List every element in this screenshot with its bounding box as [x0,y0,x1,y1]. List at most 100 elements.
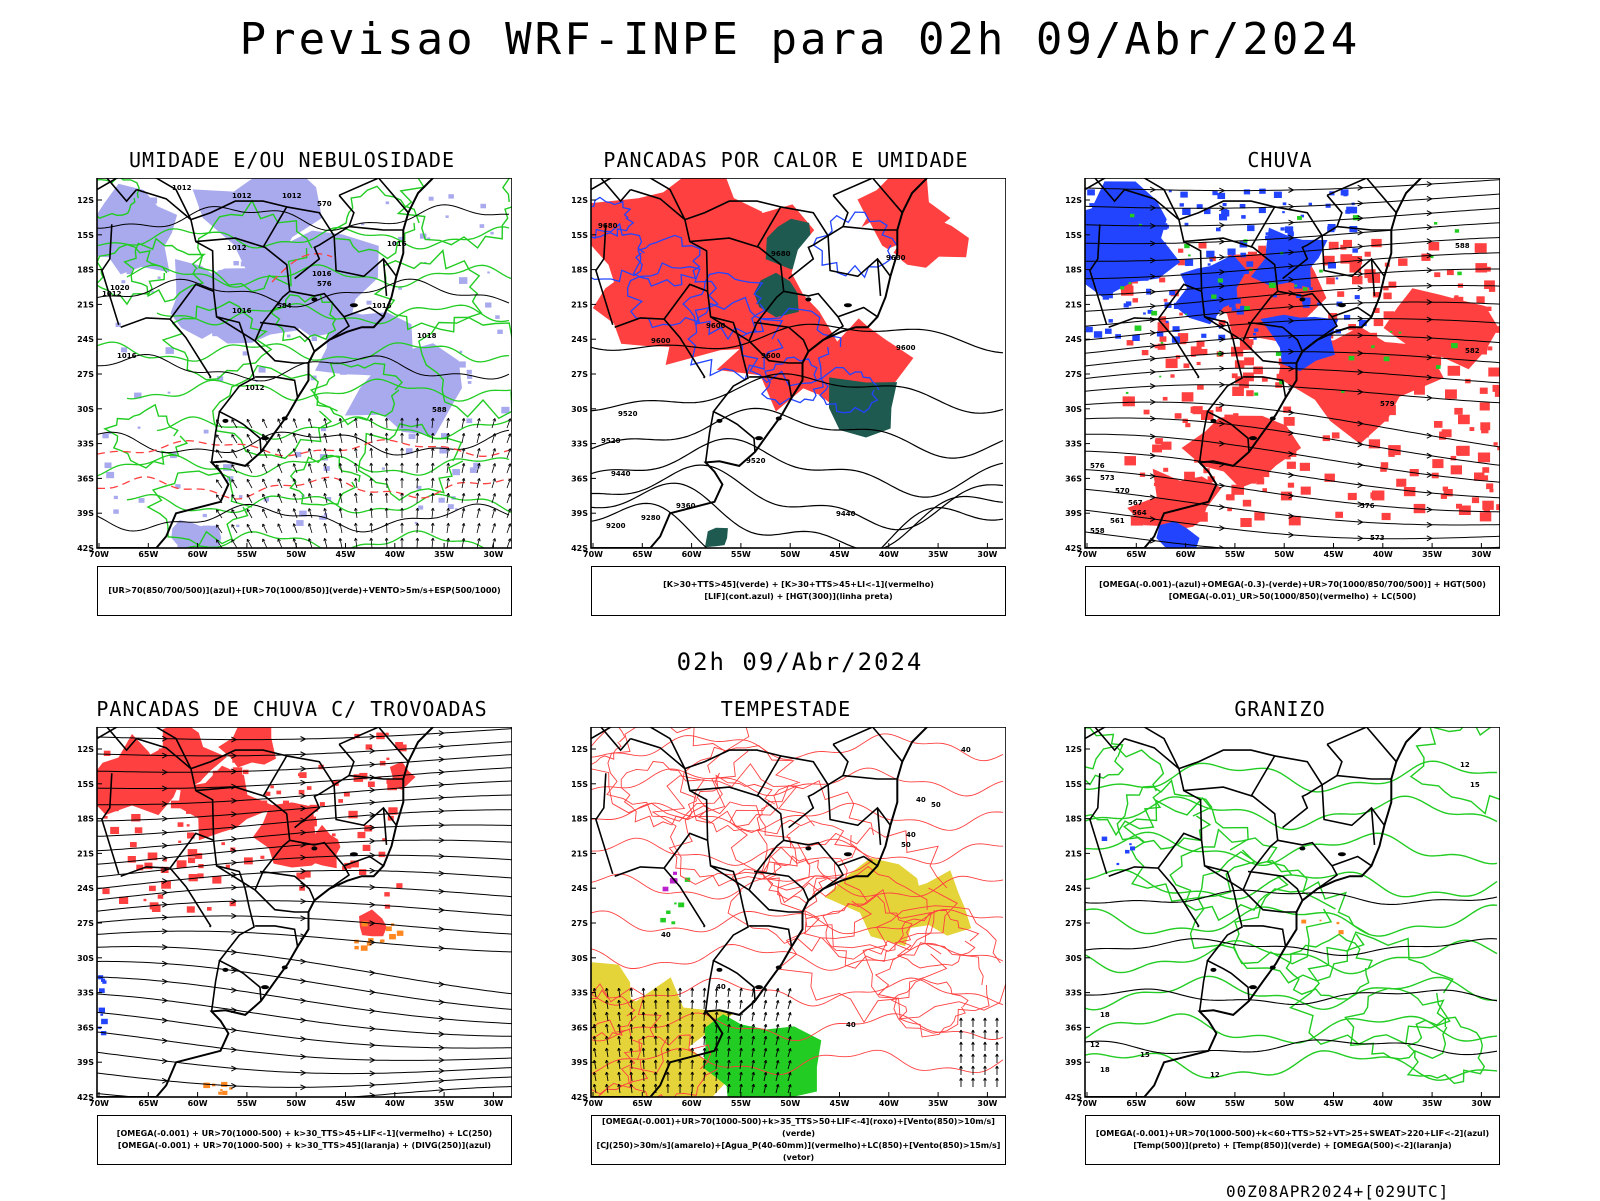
contour-label: 9200 [606,522,626,530]
lon-tick-label: 40W [879,550,899,558]
lat-tick-label: 21S [571,300,588,309]
lon-tick-label: 55W [237,1099,257,1107]
lat-tick-label: 24S [571,335,588,344]
contour-label: 12 [1210,1071,1220,1079]
contour-label: 9280 [641,514,661,522]
legend-line: [CJ(250)>30m/s](amarelo)+[Agua_P(40-60mm… [596,1140,1001,1164]
lon-tick-label: 40W [385,1099,405,1107]
contour-label: 1012 [172,184,192,192]
legend-line: [OMEGA(-0.001) + UR>70(1000-500) + k>30_… [102,1140,507,1152]
lat-tick-label: 30S [1065,954,1082,963]
lon-tick-label: 70W [1077,550,1097,558]
lat-tick-label: 18S [571,815,588,824]
lat-tick-label: 30S [571,954,588,963]
contour-label: 1020 [110,284,130,292]
lat-tick-label: 30S [571,405,588,414]
contour-label: 567 [1128,499,1143,507]
lat-tick-label: 21S [1065,849,1082,858]
lat-tick-label: 39S [77,509,94,518]
lon-tick-label: 40W [879,1099,899,1107]
contour-label: 9680 [886,254,906,262]
lon-tick-label: 55W [731,1099,751,1107]
lon-tick-label: 45W [1324,1099,1344,1107]
lon-tick-label: 30W [483,1099,503,1107]
lon-tick-label: 45W [336,1099,356,1107]
lat-tick-label: 15S [571,231,588,240]
lon-tick-label: 55W [1225,1099,1245,1107]
lat-tick-label: 24S [77,335,94,344]
lon-tick-label: 70W [583,1099,603,1107]
lon-tick-label: 45W [336,550,356,558]
lat-tick-label: 18S [571,266,588,275]
lat-tick-label: 24S [1065,335,1082,344]
contour-label: 40 [846,1021,856,1029]
panel-title: PANCADAS POR CALOR E UMIDADE [566,148,1006,172]
contour-label: 588 [432,406,447,414]
lat-tick-label: 15S [77,780,94,789]
legend-umidade: [UR>70(850/700/500)](azul)+[UR>70(1000/8… [97,566,512,616]
lon-tick-label: 60W [682,1099,702,1107]
lat-tick-label: 33S [77,440,94,449]
contour-label: 9600 [896,344,916,352]
lat-tick-label: 36S [1065,1023,1082,1032]
contour-label: 1016 [232,307,252,315]
contour-label: 1016 [387,240,407,248]
lat-tick-label: 39S [571,509,588,518]
contour-label: 9600 [761,352,781,360]
lat-tick-label: 39S [1065,1058,1082,1067]
lon-tick-label: 35W [1422,550,1442,558]
lat-tick-label: 27S [77,370,94,379]
contour-label: 579 [1380,400,1395,408]
lat-tick-label: 33S [1065,440,1082,449]
legend-line: [UR>70(850/700/500)](azul)+[UR>70(1000/8… [102,585,507,597]
panel-title: GRANIZO [1060,697,1500,721]
lon-tick-label: 55W [237,550,257,558]
legend-line: [LIF](cont.azul) + [HGT(300)](linha pret… [596,591,1001,603]
lat-tick-label: 21S [571,849,588,858]
lon-tick-label: 40W [385,550,405,558]
lon-tick-label: 65W [632,1099,652,1107]
lat-tick-label: 15S [1065,780,1082,789]
legend-line: [Temp(500)](preto) + [Temp(850)](verde) … [1090,1140,1495,1152]
contour-label: 9440 [836,510,856,518]
contour-label: 15 [1140,1051,1150,1059]
lon-tick-label: 30W [977,550,997,558]
lat-tick-label: 12S [77,196,94,205]
lat-tick-label: 33S [1065,989,1082,998]
legend-trovoadas: [OMEGA(-0.001) + UR>70(1000-500) + k>30_… [97,1115,512,1165]
contour-label: 576 [1360,502,1375,510]
lat-tick-label: 27S [571,370,588,379]
lon-tick-label: 65W [632,550,652,558]
lat-tick-label: 12S [1065,196,1082,205]
lat-tick-label: 39S [571,1058,588,1067]
lon-tick-label: 40W [1373,550,1393,558]
contour-label: 573 [1370,534,1385,542]
lon-tick-label: 50W [1274,550,1294,558]
contour-label: 576 [317,280,332,288]
lon-tick-label: 40W [1373,1099,1393,1107]
legend-line: [K>30+TTS>45](verde) + [K>30+TTS>45+LI<-… [596,579,1001,591]
lon-tick-label: 55W [1225,550,1245,558]
contour-label: 1012 [282,192,302,200]
lon-tick-label: 70W [1077,1099,1097,1107]
lon-tick-label: 60W [1176,1099,1196,1107]
lat-tick-label: 27S [1065,919,1082,928]
legend-line: [OMEGA(-0.001) + UR>70(1000-500) + k>30_… [102,1128,507,1140]
contour-label: 582 [1465,347,1480,355]
contour-label: 588 [1455,242,1470,250]
contour-label: 50 [901,841,911,849]
contour-label: 1016 [372,302,392,310]
lat-tick-label: 36S [1065,474,1082,483]
lat-tick-label: 36S [77,1023,94,1032]
lat-tick-label: 33S [77,989,94,998]
contour-label: 576 [1090,462,1105,470]
